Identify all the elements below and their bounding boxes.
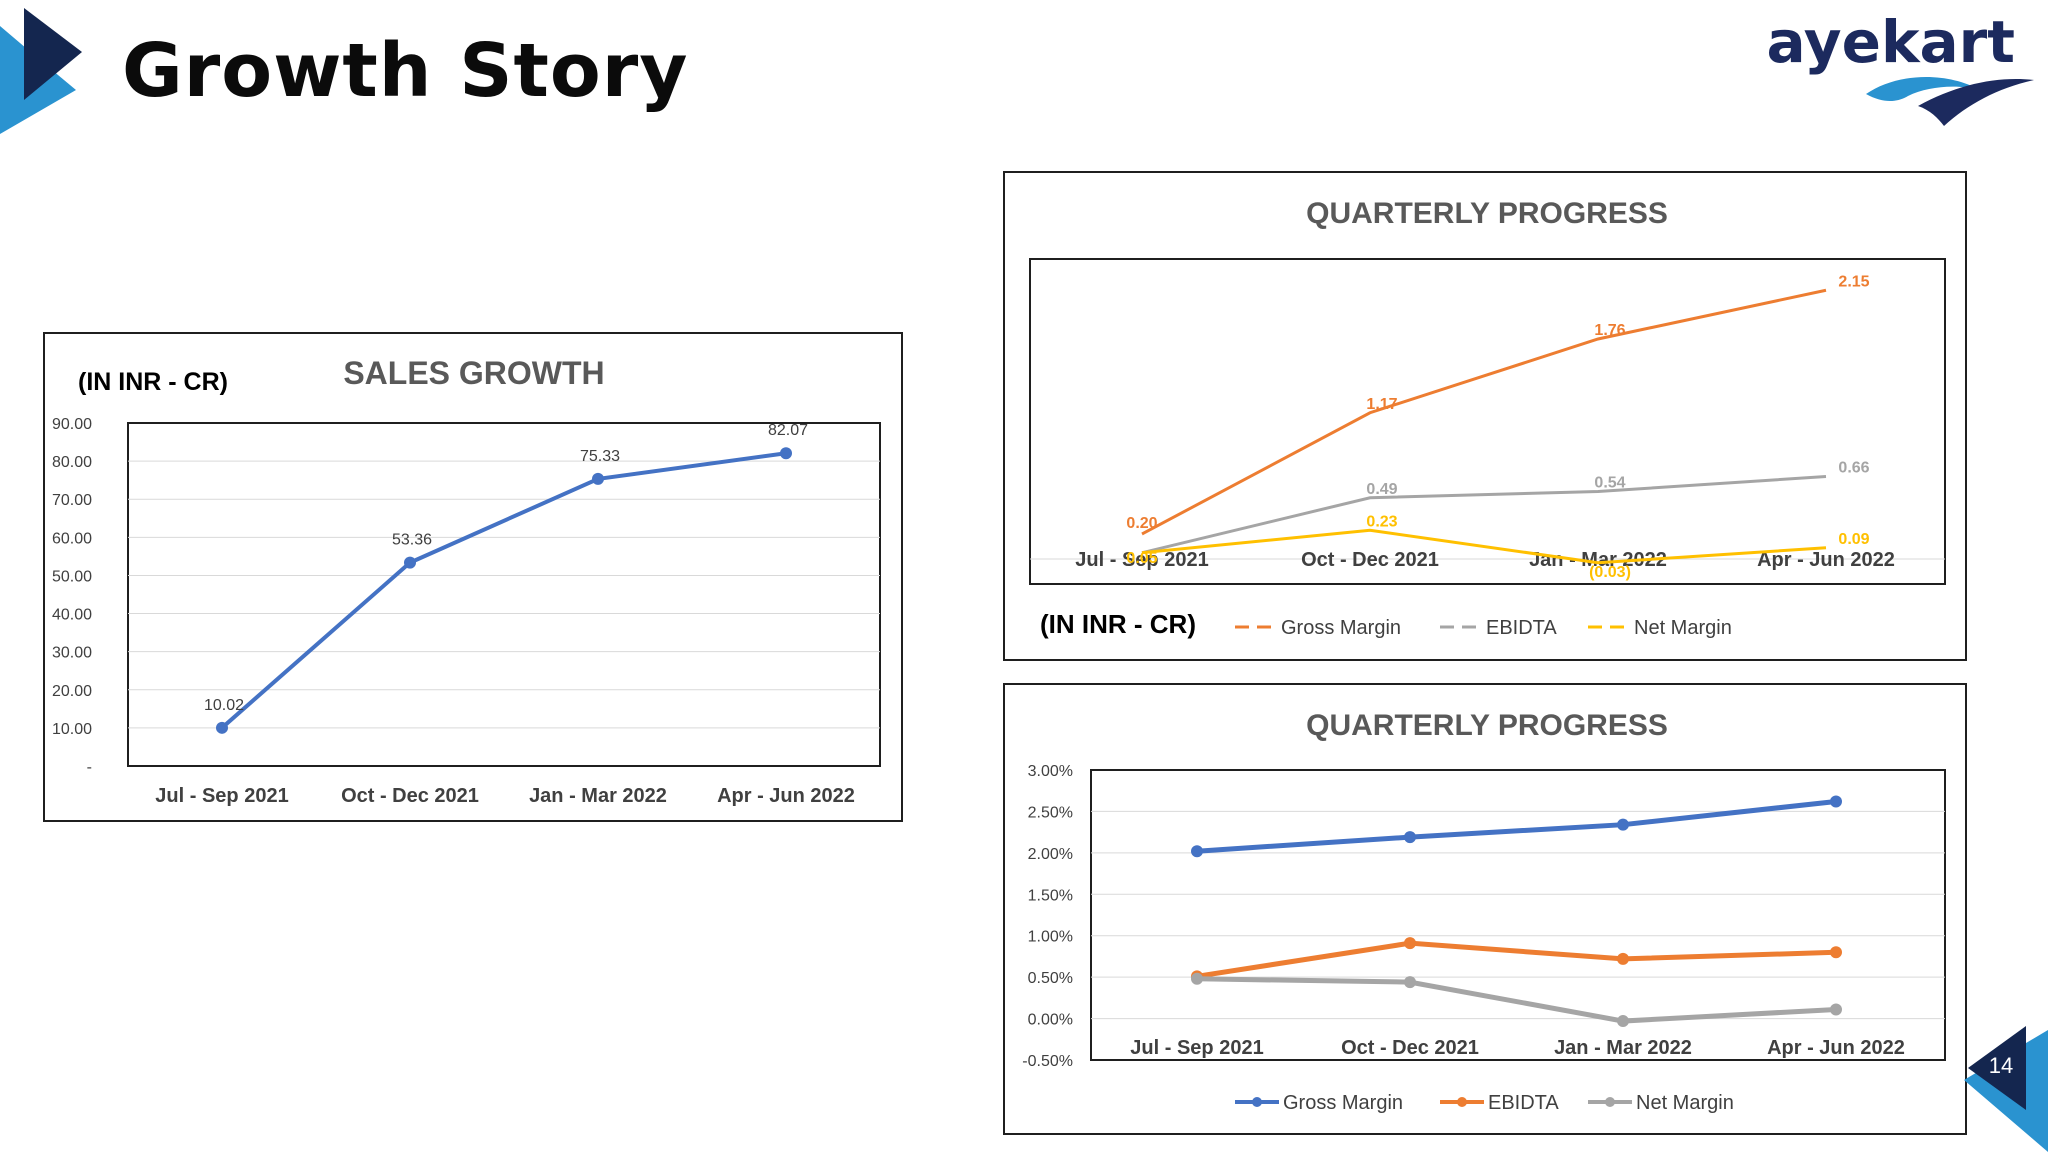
quarterly-progress-inr-panel: QUARTERLY PROGRESS Jul - Sep 2021 Oct - D… — [1003, 171, 1967, 661]
y-tick-label: 60.00 — [52, 530, 92, 547]
y-tick-label: 50.00 — [52, 568, 92, 585]
data-point — [1617, 1015, 1629, 1028]
x-tick-label: Jan - Mar 2022 — [1529, 549, 1667, 571]
y-tick-label: 0.50% — [1028, 970, 1073, 987]
ayekart-logo: ayekart — [1766, 0, 2048, 130]
data-point — [1404, 976, 1416, 989]
y-tick-label: 10.00 — [52, 721, 92, 738]
y-tick-label: 2.50% — [1028, 804, 1073, 821]
legend-label: Net Margin — [1636, 1092, 1734, 1114]
legend-marker — [1605, 1097, 1615, 1107]
data-label: (0.03) — [1589, 564, 1631, 581]
sales-growth-panel: (IN INR - CR) SALES GROWTH - 10.00 20.00 30… — [43, 332, 903, 822]
data-label: 53.36 — [392, 532, 432, 549]
y-tick-label: 1.50% — [1028, 887, 1073, 904]
x-tick-label: Jan - Mar 2022 — [1554, 1037, 1692, 1059]
quarterly-progress-pct-chart: QUARTERLY PROGRESS -0.50% 0.00% 0.50% 1.00%… — [1022, 709, 1946, 1114]
data-label: 0.09 — [1838, 531, 1869, 548]
legend-label: EBIDTA — [1488, 1092, 1559, 1114]
x-tick-label: Apr - Jun 2022 — [1757, 549, 1895, 571]
y-tick-label: 40.00 — [52, 607, 92, 624]
x-tick-label: Oct - Dec 2021 — [1341, 1037, 1479, 1059]
data-point — [1404, 937, 1416, 950]
y-tick-label: 20.00 — [52, 683, 92, 700]
data-point — [404, 556, 416, 569]
plot-area — [127, 422, 881, 767]
x-tick-label: Jul - Sep 2021 — [155, 785, 288, 807]
series-line — [1141, 528, 1827, 565]
data-label: 0.23 — [1366, 513, 1397, 530]
chart-title: SALES GROWTH — [343, 355, 604, 391]
y-tick-label: 1.00% — [1028, 929, 1073, 946]
data-label: 0.20 — [1126, 515, 1157, 532]
chart-unit-label: (IN INR - CR) — [78, 368, 228, 396]
data-point — [1830, 1003, 1842, 1016]
x-tick-label: Apr - Jun 2022 — [1767, 1037, 1905, 1059]
legend-label: Gross Margin — [1283, 1092, 1403, 1114]
data-label: 10.02 — [204, 697, 244, 714]
data-label: 0.66 — [1838, 460, 1869, 477]
data-point — [592, 472, 604, 485]
plot-area — [1090, 769, 1946, 1061]
legend-label: EBIDTA — [1486, 617, 1557, 639]
x-tick-label: Jan - Mar 2022 — [529, 785, 667, 807]
legend-marker — [1457, 1097, 1467, 1107]
y-tick-label: 70.00 — [52, 492, 92, 509]
legend-label: Net Margin — [1634, 617, 1732, 639]
y-tick-label: 0.00% — [1028, 1012, 1073, 1029]
data-point — [1617, 952, 1629, 965]
y-tick-label: 90.00 — [52, 416, 92, 433]
x-tick-label: Oct - Dec 2021 — [341, 785, 479, 807]
data-point — [1404, 831, 1416, 844]
corner-chevron-icon — [0, 8, 82, 134]
quarterly-progress-inr-chart: QUARTERLY PROGRESS Jul - Sep 2021 Oct - D… — [1029, 197, 1946, 639]
plot-area — [1029, 258, 1946, 585]
y-tick-label: 80.00 — [52, 454, 92, 471]
series-line — [1196, 976, 1837, 1024]
page-number: 14 — [1988, 1053, 2014, 1078]
chart-unit-label: (IN INR - CR) — [1040, 609, 1196, 639]
data-label: 2.15 — [1838, 273, 1869, 290]
y-tick-label: 2.00% — [1028, 846, 1073, 863]
series-line — [1196, 799, 1837, 854]
legend-label: Gross Margin — [1281, 617, 1401, 639]
logo-text: ayekart — [1766, 8, 2015, 76]
sales-growth-chart: (IN INR - CR) SALES GROWTH - 10.00 20.00 30… — [52, 355, 881, 807]
x-tick-label: Oct - Dec 2021 — [1301, 549, 1439, 571]
data-label: 1.76 — [1594, 322, 1625, 339]
data-label: 0.54 — [1594, 475, 1625, 492]
data-point — [1830, 795, 1842, 808]
y-tick-label: -0.50% — [1022, 1053, 1073, 1070]
y-tick-label: - — [87, 759, 92, 776]
data-label: 82.07 — [768, 422, 808, 439]
data-point — [1191, 972, 1203, 985]
page-title: Growth Story — [122, 28, 689, 114]
series-line — [1141, 288, 1827, 536]
data-point — [780, 447, 792, 460]
chart-title: QUARTERLY PROGRESS — [1306, 197, 1668, 230]
y-tick-label: 3.00% — [1028, 763, 1073, 780]
quarterly-progress-pct-panel: QUARTERLY PROGRESS -0.50% 0.00% 0.50% 1.00%… — [1003, 683, 1967, 1135]
y-tick-label: 30.00 — [52, 645, 92, 662]
data-label: 75.33 — [580, 448, 620, 465]
series-line — [1196, 940, 1837, 979]
x-tick-label: Jul - Sep 2021 — [1130, 1037, 1263, 1059]
page-number-chevron-icon — [1964, 1026, 2048, 1152]
data-point — [216, 721, 228, 734]
data-point — [1617, 818, 1629, 831]
data-label: 0.05 — [1126, 550, 1157, 567]
series-line — [220, 451, 787, 730]
chart-title: QUARTERLY PROGRESS — [1306, 709, 1668, 742]
data-point — [1830, 946, 1842, 959]
logo-swoosh-icon — [1866, 76, 2034, 126]
series-line — [1141, 475, 1827, 555]
legend-marker — [1252, 1097, 1262, 1107]
x-tick-label: Jul - Sep 2021 — [1075, 549, 1208, 571]
data-label: 0.49 — [1366, 481, 1397, 498]
x-tick-label: Apr - Jun 2022 — [717, 785, 855, 807]
data-label: 1.17 — [1366, 396, 1397, 413]
data-point — [1191, 845, 1203, 858]
